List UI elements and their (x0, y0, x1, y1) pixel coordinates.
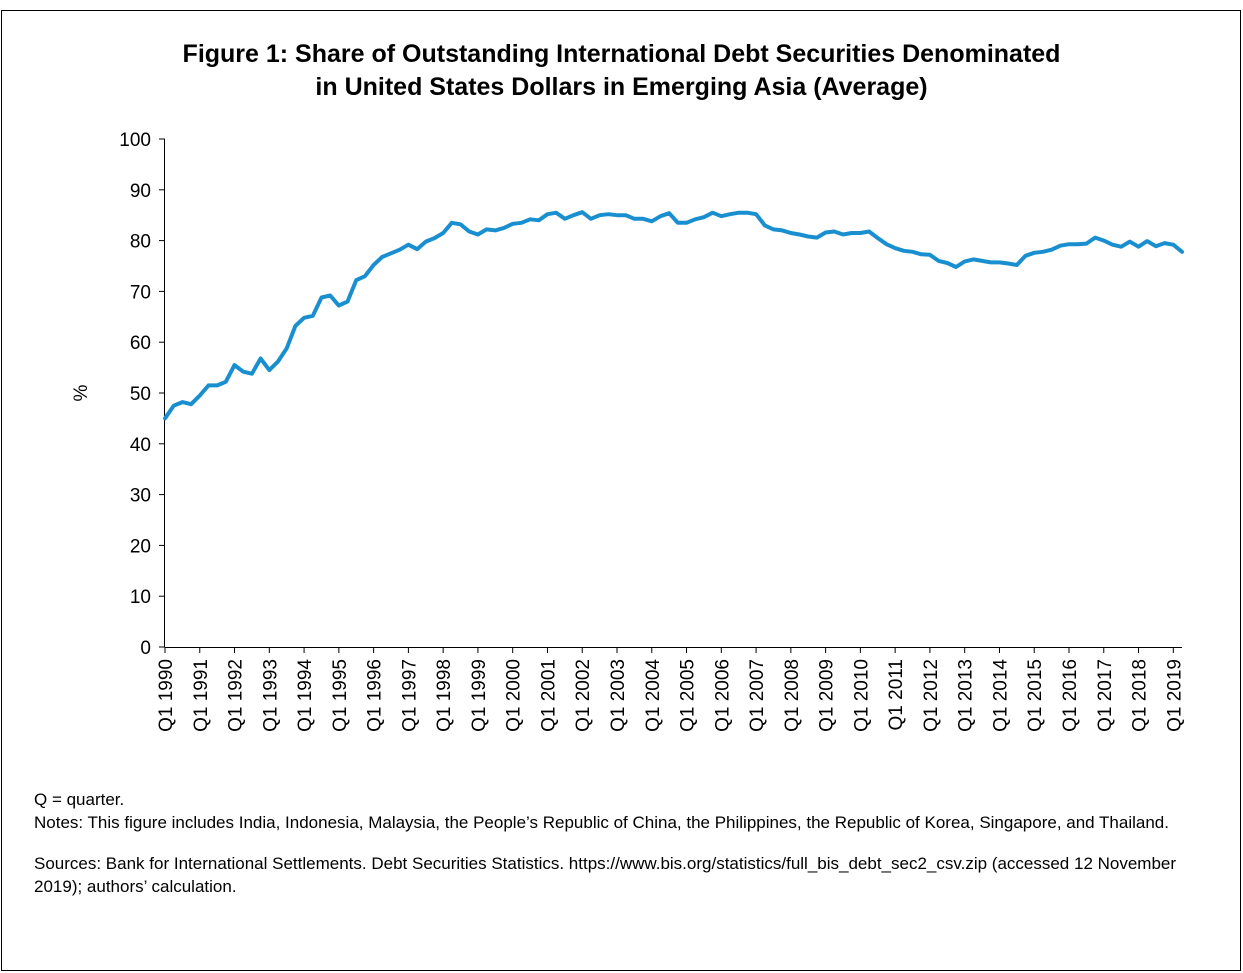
y-tick-label: 20 (130, 536, 151, 557)
x-tick-label: Q1 2010 (851, 659, 872, 732)
sources-text: Sources: Bank for International Settleme… (34, 854, 1177, 896)
x-tick-label: Q1 2006 (712, 659, 733, 732)
y-tick-label: 40 (130, 435, 151, 456)
chart-title: Figure 1: Share of Outstanding Internati… (0, 38, 1243, 104)
x-tick-label: Q1 2012 (921, 659, 942, 732)
y-tick-label: 60 (130, 333, 151, 354)
x-tick-label: Q1 2014 (990, 659, 1011, 732)
x-tick-label: Q1 2017 (1095, 659, 1116, 732)
x-tick-label: Q1 2005 (678, 659, 699, 732)
series-line (163, 210, 1184, 421)
x-tick-label: Q1 2016 (1060, 659, 1081, 732)
series-group (163, 210, 1184, 421)
x-tick-label: Q1 2018 (1130, 659, 1151, 732)
x-tick-label: Q1 2013 (956, 659, 977, 732)
chart-title-line-2: in United States Dollars in Emerging Asi… (315, 73, 928, 101)
y-tick-label: 50 (130, 384, 151, 405)
x-tick-label: Q1 2004 (643, 659, 664, 732)
x-tick-label: Q1 1994 (295, 659, 316, 732)
abbreviation-note: Q = quarter. (34, 790, 125, 809)
x-tick-label: Q1 1992 (226, 659, 247, 732)
notes-text: Notes: This figure includes India, Indon… (34, 813, 1169, 832)
x-tick-label: Q1 1996 (365, 659, 386, 732)
x-tick-label: Q1 2000 (504, 659, 525, 732)
y-tick-label: 0 (140, 638, 151, 659)
y-tick-label: 100 (119, 130, 151, 151)
x-tick-label: Q1 2011 (886, 659, 907, 730)
chart-title-line-1: Figure 1: Share of Outstanding Internati… (182, 40, 1061, 68)
y-axis-label: % (71, 384, 92, 401)
x-tick-label: Q1 1991 (191, 659, 212, 732)
figure-frame (1, 10, 1241, 971)
x-tick-label: Q1 1995 (330, 659, 351, 732)
y-tick-label: 80 (130, 232, 151, 253)
x-tick-label: Q1 1997 (399, 659, 420, 732)
x-tick-label: Q1 1998 (434, 659, 455, 732)
y-tick-label: 30 (130, 486, 151, 507)
x-tick-label: Q1 2009 (817, 659, 838, 732)
x-tick-label: Q1 1993 (260, 659, 281, 732)
x-tick-label: Q1 2015 (1025, 659, 1046, 732)
figure-notes: Q = quarter. Notes: This figure includes… (34, 788, 1224, 898)
x-axis: Q1 1990 Q1 1991 Q1 1992 Q1 1993 Q1 1994 Q1 19… (156, 647, 1185, 732)
y-tick-label: 70 (130, 282, 151, 303)
x-tick-label: Q1 2019 (1164, 659, 1185, 732)
x-tick-label: Q1 2003 (608, 659, 629, 732)
y-tick-label: 10 (130, 587, 151, 608)
x-tick-label: Q1 1990 (156, 659, 177, 732)
y-axis: 0 10 20 30 40 50 60 70 80 90 100 (119, 130, 165, 659)
x-tick-label: Q1 2008 (782, 659, 803, 732)
y-tick-label: 90 (130, 181, 151, 202)
x-tick-label: Q1 2002 (573, 659, 594, 732)
x-tick-label: Q1 2007 (747, 659, 768, 732)
x-tick-label: Q1 1999 (469, 659, 490, 732)
x-tick-label: Q1 2001 (538, 659, 559, 732)
